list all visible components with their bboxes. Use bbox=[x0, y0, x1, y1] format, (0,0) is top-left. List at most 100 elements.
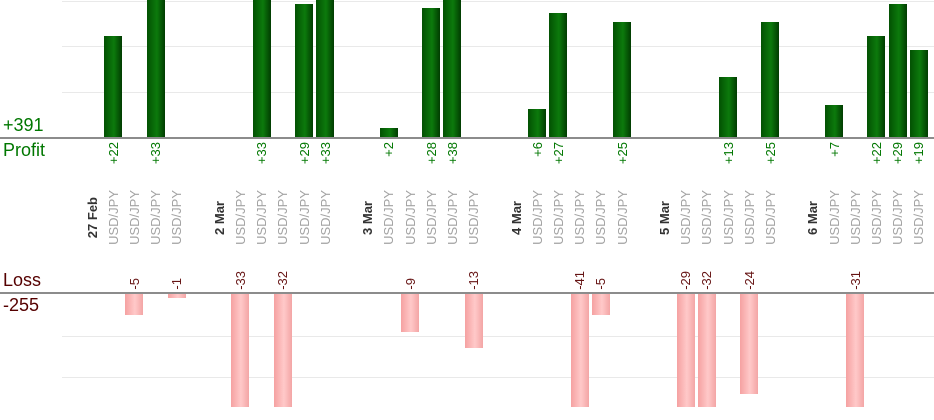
symbol-label: USD/JPY bbox=[759, 186, 781, 249]
profit-value-label: +22 bbox=[865, 142, 887, 164]
symbol-label: USD/JPY bbox=[399, 186, 421, 249]
profit-value-label-text: +2 bbox=[381, 142, 397, 157]
profit-value-label: +13 bbox=[717, 142, 739, 164]
symbol-label: USD/JPY bbox=[569, 186, 591, 249]
profit-gridline bbox=[62, 0, 934, 2]
loss-value-label: -31 bbox=[844, 271, 866, 290]
profit-value-label: +2 bbox=[378, 142, 400, 157]
profit-value-label-text: +25 bbox=[762, 142, 778, 165]
loss-value-label-text: -41 bbox=[572, 271, 588, 290]
symbol-label-text: USD/JPY bbox=[275, 190, 291, 245]
symbol-label: USD/JPY bbox=[251, 186, 273, 249]
symbol-label-text: USD/JPY bbox=[126, 190, 142, 245]
symbol-label: USD/JPY bbox=[865, 186, 887, 249]
loss-axis-line bbox=[0, 292, 934, 294]
symbol-label-text: USD/JPY bbox=[254, 190, 270, 245]
symbol-label-text: USD/JPY bbox=[444, 190, 460, 245]
profit-value-label: +28 bbox=[420, 142, 442, 164]
symbol-label-text: USD/JPY bbox=[402, 190, 418, 245]
date-label: 2 Mar bbox=[208, 186, 230, 249]
profit-bar bbox=[528, 109, 547, 137]
loss-value-label: -1 bbox=[166, 278, 188, 290]
loss-value-label-text: -29 bbox=[678, 271, 694, 290]
symbol-label: USD/JPY bbox=[441, 186, 463, 249]
profit-value-label-text: +33 bbox=[148, 142, 164, 165]
loss-axis-label: Loss bbox=[3, 270, 42, 290]
symbol-label: USD/JPY bbox=[717, 186, 739, 249]
profit-bar bbox=[316, 0, 335, 137]
profit-value-label-text: +22 bbox=[868, 142, 884, 165]
loss-gridline bbox=[62, 377, 934, 379]
symbol-label-text: USD/JPY bbox=[169, 190, 185, 245]
profit-bar bbox=[252, 0, 271, 137]
symbol-label-text: USD/JPY bbox=[699, 190, 715, 245]
profit-value-label-text: +33 bbox=[317, 142, 333, 165]
date-label-text: 6 Mar bbox=[805, 200, 821, 235]
symbol-label-text: USD/JPY bbox=[529, 190, 545, 245]
profit-value-label-text: +25 bbox=[614, 142, 630, 165]
date-label: 6 Mar bbox=[802, 186, 824, 249]
symbol-label-text: USD/JPY bbox=[720, 190, 736, 245]
symbol-label-text: USD/JPY bbox=[232, 190, 248, 245]
symbol-label: USD/JPY bbox=[166, 186, 188, 249]
profit-value-label-text: +13 bbox=[720, 142, 736, 165]
symbol-label: USD/JPY bbox=[145, 186, 167, 249]
symbol-label-text: USD/JPY bbox=[847, 190, 863, 245]
loss-value-label: -32 bbox=[272, 271, 294, 290]
loss-value-label: -13 bbox=[463, 271, 485, 290]
profit-value-label: +25 bbox=[759, 142, 781, 164]
symbol-label-text: USD/JPY bbox=[317, 190, 333, 245]
profit-value-label: +33 bbox=[314, 142, 336, 164]
loss-value-label: -5 bbox=[123, 278, 145, 290]
symbol-label-text: USD/JPY bbox=[911, 190, 927, 245]
profit-bar bbox=[146, 0, 165, 137]
loss-value-label-text: -33 bbox=[232, 271, 248, 290]
symbol-label: USD/JPY bbox=[611, 186, 633, 249]
loss-bar bbox=[740, 294, 759, 395]
date-label-text: 27 Feb bbox=[84, 196, 100, 239]
loss-bar bbox=[125, 294, 144, 315]
profit-axis-label: Profit bbox=[3, 140, 46, 160]
loss-value-label: -9 bbox=[399, 278, 421, 290]
profit-total-label: +391 bbox=[3, 115, 44, 135]
symbol-label: USD/JPY bbox=[887, 186, 909, 249]
loss-value-label-text: -13 bbox=[466, 271, 482, 290]
loss-bar bbox=[697, 294, 716, 407]
loss-value-label-text: -5 bbox=[126, 278, 142, 290]
symbol-label: USD/JPY bbox=[696, 186, 718, 249]
symbol-label: USD/JPY bbox=[526, 186, 548, 249]
loss-bar bbox=[570, 294, 589, 407]
symbol-label-text: USD/JPY bbox=[466, 190, 482, 245]
symbol-label-text: USD/JPY bbox=[890, 190, 906, 245]
profit-axis-line bbox=[0, 137, 934, 139]
profit-value-label-text: +33 bbox=[254, 142, 270, 165]
loss-value-label: -32 bbox=[696, 271, 718, 290]
loss-bar bbox=[846, 294, 865, 407]
date-label: 27 Feb bbox=[81, 186, 103, 249]
loss-value-label-text: -32 bbox=[699, 271, 715, 290]
symbol-label: USD/JPY bbox=[378, 186, 400, 249]
date-label-text: 3 Mar bbox=[360, 200, 376, 235]
loss-bar bbox=[676, 294, 695, 407]
profit-bar bbox=[422, 8, 441, 137]
symbol-label-text: USD/JPY bbox=[614, 190, 630, 245]
profit-value-label: +33 bbox=[145, 142, 167, 164]
symbol-label-text: USD/JPY bbox=[381, 190, 397, 245]
loss-value-label: -41 bbox=[569, 271, 591, 290]
profit-bar bbox=[613, 22, 631, 137]
loss-bar bbox=[167, 294, 186, 299]
symbol-label: USD/JPY bbox=[272, 186, 294, 249]
loss-gridline bbox=[62, 335, 934, 337]
profit-bar bbox=[909, 49, 928, 137]
date-label-text: 2 Mar bbox=[211, 200, 227, 235]
symbol-label-text: USD/JPY bbox=[868, 190, 884, 245]
profit-value-label-text: +22 bbox=[105, 142, 121, 165]
profit-value-label: +29 bbox=[887, 142, 909, 164]
loss-total-label: -255 bbox=[3, 295, 40, 315]
profit-value-label: +6 bbox=[526, 142, 548, 157]
symbol-label: USD/JPY bbox=[675, 186, 697, 249]
symbol-label: USD/JPY bbox=[590, 186, 612, 249]
profit-bar bbox=[719, 77, 737, 137]
loss-value-label-text: -1 bbox=[169, 278, 185, 290]
